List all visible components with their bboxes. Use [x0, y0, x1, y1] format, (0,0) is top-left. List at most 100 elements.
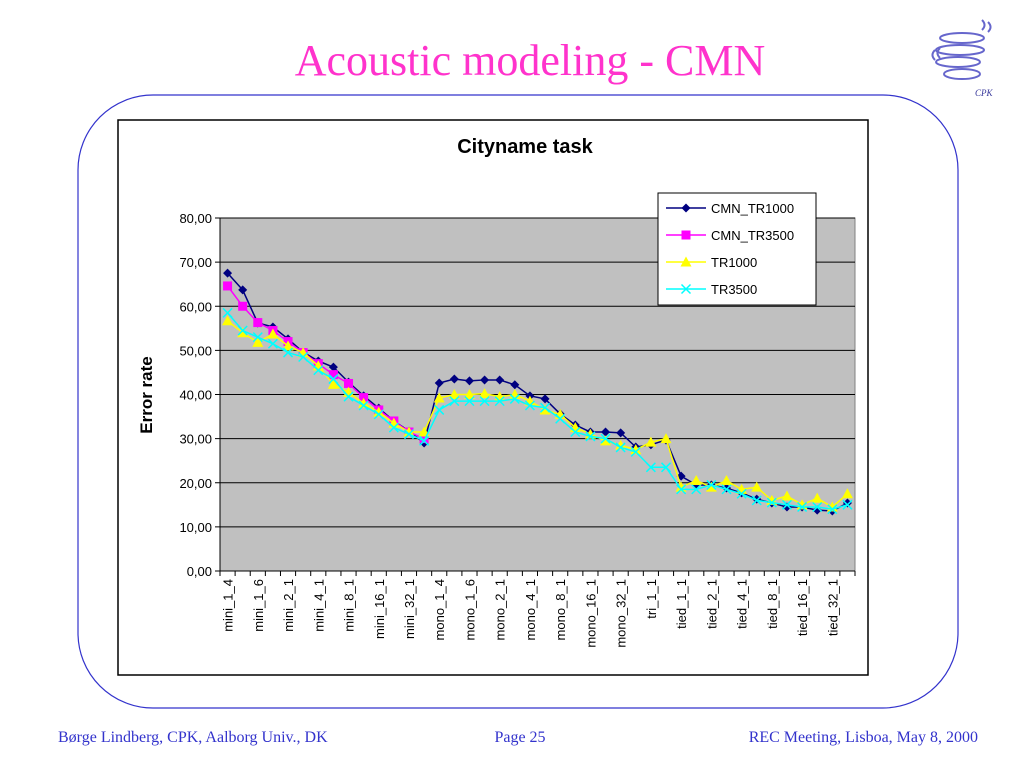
- marker: [343, 391, 354, 402]
- marker: [600, 433, 611, 444]
- marker: [449, 374, 459, 384]
- y-tick-label: 80,00: [179, 211, 212, 226]
- marker: [615, 442, 626, 453]
- marker: [373, 409, 384, 420]
- x-tick-label: mini_2_1: [281, 579, 296, 632]
- marker: [358, 397, 370, 408]
- marker: [585, 431, 596, 442]
- marker: [781, 499, 792, 510]
- marker: [645, 436, 657, 447]
- marker: [539, 404, 551, 415]
- marker: [524, 400, 535, 411]
- x-tick-label: mono_32_1: [614, 579, 629, 648]
- marker: [600, 435, 612, 446]
- legend-label: TR3500: [711, 282, 757, 297]
- x-tick-label: mono_1_6: [462, 579, 477, 640]
- marker: [298, 351, 309, 363]
- x-tick-label: tied_2_1: [704, 579, 719, 629]
- y-tick-label: 30,00: [179, 432, 212, 447]
- marker: [676, 484, 687, 495]
- marker: [403, 429, 415, 440]
- marker: [253, 318, 263, 328]
- content-frame: [77, 94, 959, 709]
- marker: [660, 433, 672, 444]
- marker: [751, 481, 763, 492]
- marker: [827, 504, 838, 515]
- marker: [705, 481, 717, 492]
- y-tick-label: 50,00: [179, 343, 212, 358]
- marker: [419, 434, 429, 444]
- x-tick-label: mini_4_1: [311, 579, 326, 632]
- y-axis-label: Error rate: [137, 356, 156, 433]
- footer-center: Page 25: [494, 729, 545, 746]
- x-tick-label: mini_1_6: [251, 579, 266, 632]
- marker: [797, 501, 808, 513]
- x-tick-label: tied_1_1: [674, 579, 689, 629]
- marker: [751, 495, 762, 506]
- marker: [812, 501, 823, 513]
- marker: [359, 393, 369, 403]
- marker: [690, 475, 702, 486]
- marker: [495, 375, 505, 385]
- y-tick-label: 10,00: [179, 520, 212, 535]
- marker: [252, 332, 263, 343]
- marker: [811, 492, 823, 503]
- y-tick-label: 70,00: [179, 255, 212, 270]
- slide-title: Acoustic modeling - CMN: [295, 36, 766, 85]
- marker: [601, 427, 611, 437]
- marker: [691, 484, 702, 495]
- x-tick-label: mono_8_1: [553, 579, 568, 640]
- x-tick-label: tri_1_1: [644, 579, 659, 619]
- marker: [434, 404, 445, 415]
- footer-right: REC Meeting, Lisboa, May 8, 2000: [749, 729, 978, 746]
- marker: [615, 439, 627, 450]
- marker: [328, 374, 339, 385]
- x-tick-label: tied_16_1: [795, 579, 810, 636]
- marker: [448, 389, 460, 399]
- footer-left: Børge Lindberg, CPK, Aalborg Univ., DK: [58, 729, 328, 746]
- marker: [328, 370, 338, 380]
- marker: [283, 347, 294, 358]
- marker: [736, 488, 747, 499]
- marker: [238, 285, 248, 295]
- x-tick-label: mono_2_1: [493, 579, 508, 640]
- marker: [706, 479, 717, 490]
- marker: [313, 365, 324, 376]
- marker: [510, 380, 520, 390]
- marker: [616, 428, 626, 438]
- marker: [358, 400, 369, 411]
- x-tick-label: tied_8_1: [765, 579, 780, 629]
- marker: [540, 394, 550, 404]
- x-tick-label: mini_16_1: [372, 579, 387, 639]
- legend-label: TR1000: [711, 255, 757, 270]
- chart-title: Cityname task: [457, 136, 593, 158]
- marker: [480, 375, 490, 385]
- x-tick-label: mono_4_1: [523, 579, 538, 640]
- marker: [681, 203, 691, 213]
- marker: [680, 283, 692, 295]
- marker: [344, 378, 354, 388]
- x-tick-label: mono_1_4: [432, 579, 447, 640]
- logo-text: CPK: [975, 88, 994, 98]
- marker: [681, 230, 691, 240]
- marker: [479, 388, 491, 399]
- marker: [373, 406, 385, 417]
- marker: [419, 435, 430, 446]
- marker: [223, 268, 233, 278]
- y-tick-label: 20,00: [179, 476, 212, 491]
- marker: [841, 488, 853, 499]
- x-tick-label: mini_1_4: [221, 579, 236, 632]
- marker: [237, 327, 249, 338]
- legend-label: CMN_TR1000: [711, 201, 794, 216]
- marker: [434, 378, 444, 388]
- marker: [449, 396, 460, 407]
- marker: [781, 490, 793, 501]
- marker: [222, 307, 233, 318]
- marker: [327, 378, 339, 389]
- marker: [721, 484, 732, 495]
- marker: [479, 396, 490, 407]
- marker: [680, 256, 692, 267]
- marker: [403, 426, 415, 437]
- marker: [630, 446, 641, 457]
- marker: [570, 426, 581, 438]
